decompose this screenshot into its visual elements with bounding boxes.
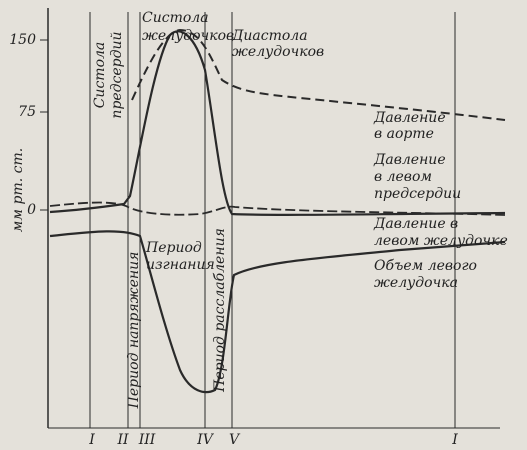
- label: I: [88, 432, 95, 448]
- tick-label: 0: [27, 202, 36, 218]
- tick-label: 75: [18, 104, 36, 120]
- labels: Систола предсердийСистолажелудочковДиасто…: [88, 10, 508, 448]
- label: предсердий: [109, 31, 125, 118]
- volume-curve: [49, 230, 506, 394]
- label: II: [116, 432, 129, 448]
- label: желудочков: [142, 28, 234, 44]
- label: изгнания: [146, 257, 215, 273]
- label: Систола: [142, 10, 209, 26]
- label: желудочков: [232, 44, 324, 60]
- label: IV: [196, 432, 215, 448]
- ventricle-pressure-curve: [49, 30, 506, 216]
- label: Давление: [373, 110, 446, 126]
- label: III: [138, 432, 156, 448]
- axis-label: мм рт. ст.: [10, 148, 26, 232]
- phase-lines: [48, 12, 500, 429]
- label: Период напряжения: [126, 252, 142, 410]
- label: Период: [145, 240, 202, 256]
- label: в аорте: [374, 126, 434, 142]
- label: Период расслабления: [212, 228, 228, 393]
- label: желудочка: [374, 275, 458, 291]
- label: I: [451, 432, 458, 448]
- label: в левом: [374, 169, 432, 185]
- label: Давление: [373, 152, 446, 168]
- label: Давление в: [373, 216, 458, 232]
- tick-label: 150: [9, 32, 36, 48]
- label: Объем левого: [374, 258, 477, 274]
- label: Систола: [92, 42, 108, 109]
- atrium-pressure-curve: [49, 201, 506, 216]
- label: левом желудочке: [374, 233, 508, 249]
- label: предсердии: [374, 186, 461, 202]
- label: Диастола: [231, 28, 308, 44]
- label: V: [229, 432, 241, 448]
